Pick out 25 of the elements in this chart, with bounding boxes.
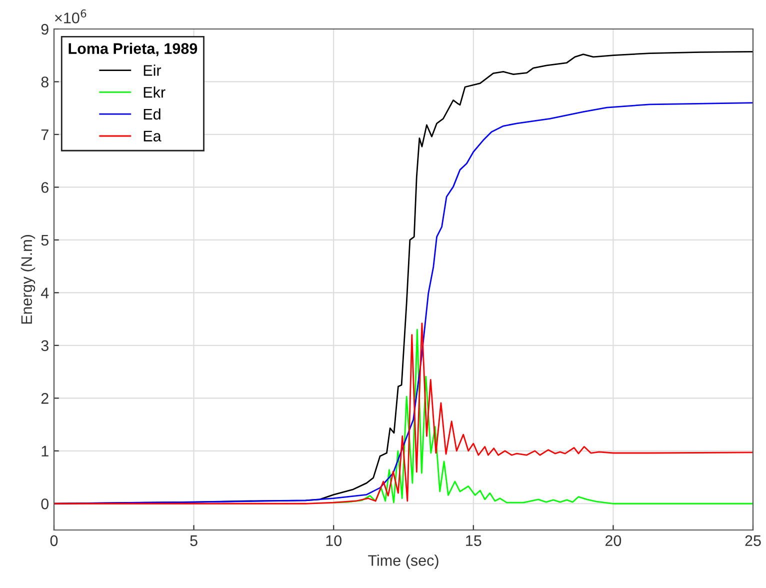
y-axis-title: Energy (N.m): [20, 235, 36, 324]
y-tick-label: 8: [41, 76, 48, 88]
x-tick-label: 5: [190, 535, 198, 546]
x-tick-label: 15: [466, 535, 482, 546]
x-tick-label: 0: [50, 535, 58, 546]
legend-title: Loma Prieta, 1989: [68, 42, 198, 56]
y-tick-label: 0: [41, 498, 49, 510]
text: ×10$^{6}$: [55, 9, 86, 24]
line-series: [54, 322, 753, 504]
legend-label: Ea: [144, 130, 162, 142]
y-tick-label: 4: [40, 288, 49, 298]
x-tick-label: 25: [745, 535, 761, 546]
y-tick-label: 2: [41, 393, 48, 404]
legend-label: Eir: [144, 64, 162, 76]
y-tick-label: 1: [42, 446, 48, 456]
y-tick-label: 3: [41, 340, 48, 352]
y-tick-label: 7: [41, 130, 48, 140]
legend-label: Ekr: [144, 86, 166, 98]
legend-label: Ed: [144, 108, 160, 120]
y-tick-label: 5: [41, 234, 48, 246]
x-tick-label: 20: [605, 535, 622, 546]
x-axis-title: Time (sec): [368, 554, 438, 569]
y-tick-label: 6: [41, 182, 48, 193]
x-tick-label: 10: [326, 535, 342, 546]
y-tick-label: 9: [41, 24, 48, 35]
